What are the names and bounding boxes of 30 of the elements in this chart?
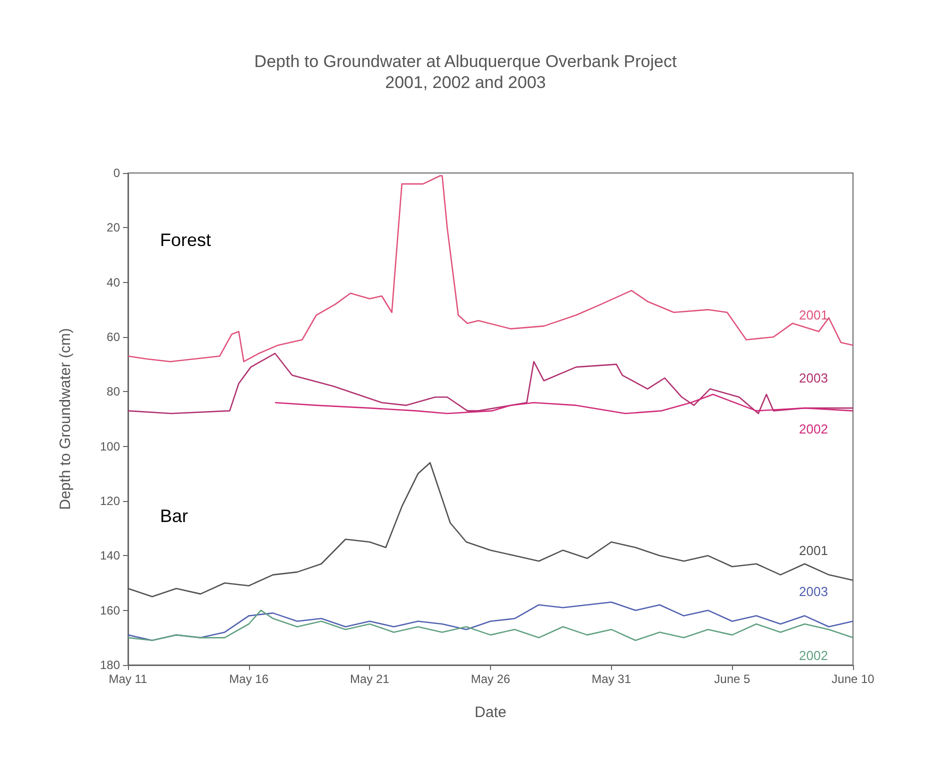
x-tick-label: June 10 — [832, 672, 875, 686]
y-tick-label: 100 — [100, 439, 120, 454]
y-tick-label: 180 — [100, 658, 120, 672]
y-tick-label: 40 — [106, 275, 120, 290]
series-label: 2003 — [799, 370, 828, 386]
y-tick-label: 80 — [106, 384, 120, 399]
y-tick-label: 0 — [113, 166, 120, 180]
y-tick-label: 120 — [100, 494, 120, 508]
y-tick-label: 160 — [100, 603, 120, 618]
line-series — [127, 601, 854, 642]
chart-title: Depth to Groundwater at Albuquerque Overbank Project — [254, 52, 677, 71]
x-tick-label: June 5 — [714, 672, 751, 686]
y-tick-label: 20 — [106, 220, 120, 235]
annotation: Forest — [160, 230, 212, 250]
x-tick-label: May 16 — [229, 672, 269, 686]
series-label: 2002 — [799, 421, 828, 436]
y-tick-label: 140 — [100, 548, 120, 563]
series-label: 2003 — [799, 584, 828, 599]
x-tick-label: May 31 — [592, 672, 632, 686]
series-label: 2002 — [799, 648, 828, 664]
chart-subtitle: 2001, 2002 and 2003 — [385, 73, 546, 92]
x-tick-label: May 26 — [470, 672, 510, 686]
x-tick-label: May 21 — [350, 672, 390, 686]
y-tick-label: 60 — [106, 330, 120, 344]
y-axis-title: Depth to Groundwater (cm) — [57, 328, 74, 510]
x-axis-title: Date — [474, 704, 506, 721]
series-label: 2001 — [799, 542, 828, 558]
annotation: Bar — [160, 506, 188, 526]
series-label: 2001 — [799, 308, 828, 323]
x-tick-label: May 11 — [108, 672, 148, 686]
